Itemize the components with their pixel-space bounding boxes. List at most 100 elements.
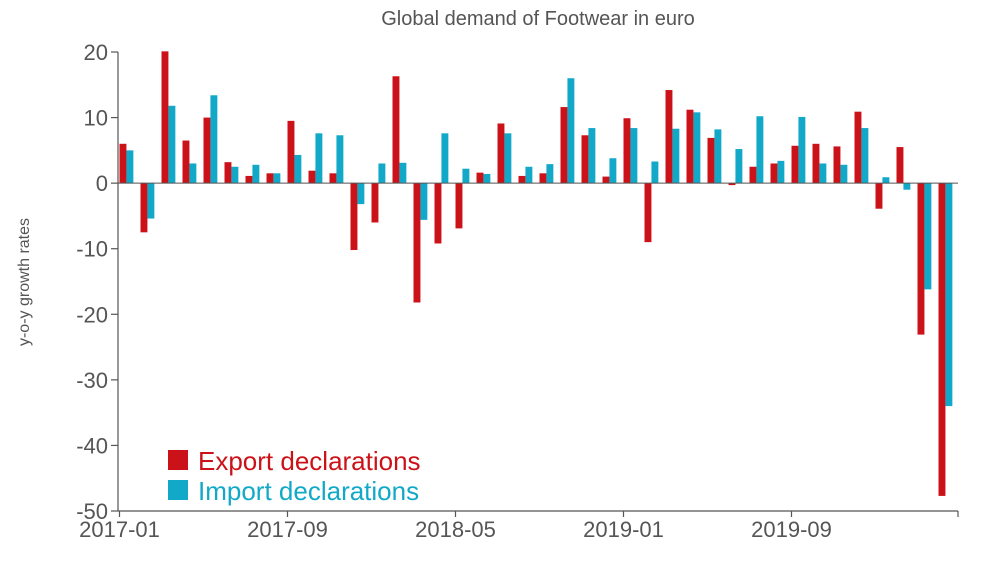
bar-export-2020-01 — [875, 183, 883, 209]
bar-import-2017-10 — [315, 133, 323, 184]
bar-import-2019-11 — [840, 164, 848, 184]
bar-export-2017-12 — [350, 183, 358, 251]
bar-export-2018-04 — [434, 183, 442, 244]
x-tick-label-2017-01: 2017-01 — [79, 517, 160, 542]
bar-import-2019-10 — [819, 163, 827, 184]
y-axis-label: y-o-y growth rates — [16, 218, 33, 346]
y-tick-label--10: -10 — [76, 237, 108, 262]
bar-export-2019-04 — [686, 109, 694, 184]
bar-import-2018-12 — [609, 158, 617, 184]
bar-export-2019-11 — [833, 146, 841, 184]
bars-group — [119, 51, 953, 496]
bar-export-2019-12 — [854, 111, 862, 184]
y-tick-label--40: -40 — [76, 433, 108, 458]
bar-import-2017-08 — [273, 173, 281, 184]
bar-import-2018-08 — [525, 166, 533, 184]
bar-export-2020-04 — [938, 183, 946, 496]
bar-import-2017-11 — [336, 135, 344, 184]
bar-import-2017-05 — [210, 95, 218, 184]
chart-title: Global demand of Footwear in euro — [381, 8, 695, 30]
y-tick-label--50: -50 — [76, 499, 108, 524]
bar-export-2017-01 — [119, 143, 127, 184]
x-tick-label-2019-01: 2019-01 — [583, 517, 664, 542]
bar-export-2019-09 — [791, 145, 799, 184]
bar-import-2018-06 — [483, 173, 491, 184]
bar-import-2017-07 — [252, 164, 260, 184]
bar-export-2018-08 — [518, 175, 526, 184]
y-tick-label-0: 0 — [96, 171, 108, 196]
bar-import-2017-02 — [147, 183, 155, 219]
bar-export-2018-05 — [455, 183, 463, 229]
bar-export-2019-03 — [665, 90, 673, 184]
x-tick-label-2019-09: 2019-09 — [751, 517, 832, 542]
bar-export-2017-11 — [329, 173, 337, 184]
legend-label-import: Import declarations — [198, 476, 419, 506]
bar-export-2020-03 — [917, 183, 925, 335]
x-tick-label-2017-09: 2017-09 — [247, 517, 328, 542]
bar-export-2017-04 — [182, 140, 190, 184]
y-tick-label--20: -20 — [76, 302, 108, 327]
bar-export-2017-02 — [140, 183, 148, 233]
bar-export-2019-02 — [644, 183, 652, 243]
bar-import-2019-08 — [777, 160, 785, 184]
legend-swatch-export — [168, 450, 188, 470]
bar-import-2020-01 — [882, 177, 890, 184]
y-tick-label-10: 10 — [84, 106, 108, 131]
legend-label-export: Export declarations — [198, 446, 421, 476]
bar-import-2018-07 — [504, 133, 512, 184]
bar-export-2018-12 — [602, 176, 610, 184]
bar-import-2019-03 — [672, 128, 680, 184]
bar-import-2019-02 — [651, 161, 659, 184]
bar-import-2017-09 — [294, 154, 302, 184]
bar-export-2019-10 — [812, 143, 820, 184]
x-tick-label-2018-05: 2018-05 — [415, 517, 496, 542]
bar-export-2018-01 — [371, 183, 379, 223]
bar-export-2018-11 — [581, 135, 589, 184]
bar-export-2017-05 — [203, 117, 211, 184]
bar-import-2019-09 — [798, 116, 806, 184]
bar-import-2019-04 — [693, 112, 701, 184]
bar-import-2019-06 — [735, 149, 743, 184]
bar-export-2019-06 — [728, 183, 736, 186]
bar-import-2020-02 — [903, 183, 911, 190]
bar-export-2017-08 — [266, 173, 274, 184]
bar-import-2018-03 — [420, 183, 428, 220]
bar-export-2019-01 — [623, 118, 631, 184]
bar-import-2018-02 — [399, 162, 407, 184]
bar-import-2018-09 — [546, 164, 554, 184]
bar-export-2017-03 — [161, 51, 169, 184]
bar-import-2019-05 — [714, 129, 722, 184]
bar-export-2020-02 — [896, 147, 904, 184]
bar-import-2020-03 — [924, 183, 932, 290]
bar-import-2018-11 — [588, 128, 596, 184]
bar-export-2017-07 — [245, 175, 253, 184]
bar-export-2018-03 — [413, 183, 421, 303]
bar-export-2018-06 — [476, 172, 484, 184]
bar-import-2017-04 — [189, 163, 197, 184]
bar-import-2018-05 — [462, 168, 470, 184]
bar-import-2017-01 — [126, 150, 134, 184]
y-tick-label--30: -30 — [76, 368, 108, 393]
bar-import-2019-12 — [861, 128, 869, 184]
bar-import-2018-01 — [378, 163, 386, 184]
bar-import-2017-12 — [357, 183, 365, 205]
bar-export-2017-10 — [308, 170, 316, 184]
bar-export-2018-10 — [560, 107, 568, 184]
y-tick-label-20: 20 — [84, 40, 108, 65]
bar-import-2019-01 — [630, 128, 638, 184]
bar-import-2017-06 — [231, 166, 239, 184]
bar-export-2018-07 — [497, 123, 505, 184]
bar-import-2018-10 — [567, 78, 575, 184]
bar-export-2019-05 — [707, 137, 715, 184]
bar-export-2017-06 — [224, 162, 232, 184]
bar-export-2017-09 — [287, 120, 295, 184]
bar-export-2019-08 — [770, 163, 778, 184]
bar-export-2018-02 — [392, 76, 400, 184]
bar-import-2020-04 — [945, 183, 953, 407]
bar-import-2017-03 — [168, 105, 176, 184]
legend-swatch-import — [168, 480, 188, 500]
bar-export-2019-07 — [749, 166, 757, 184]
